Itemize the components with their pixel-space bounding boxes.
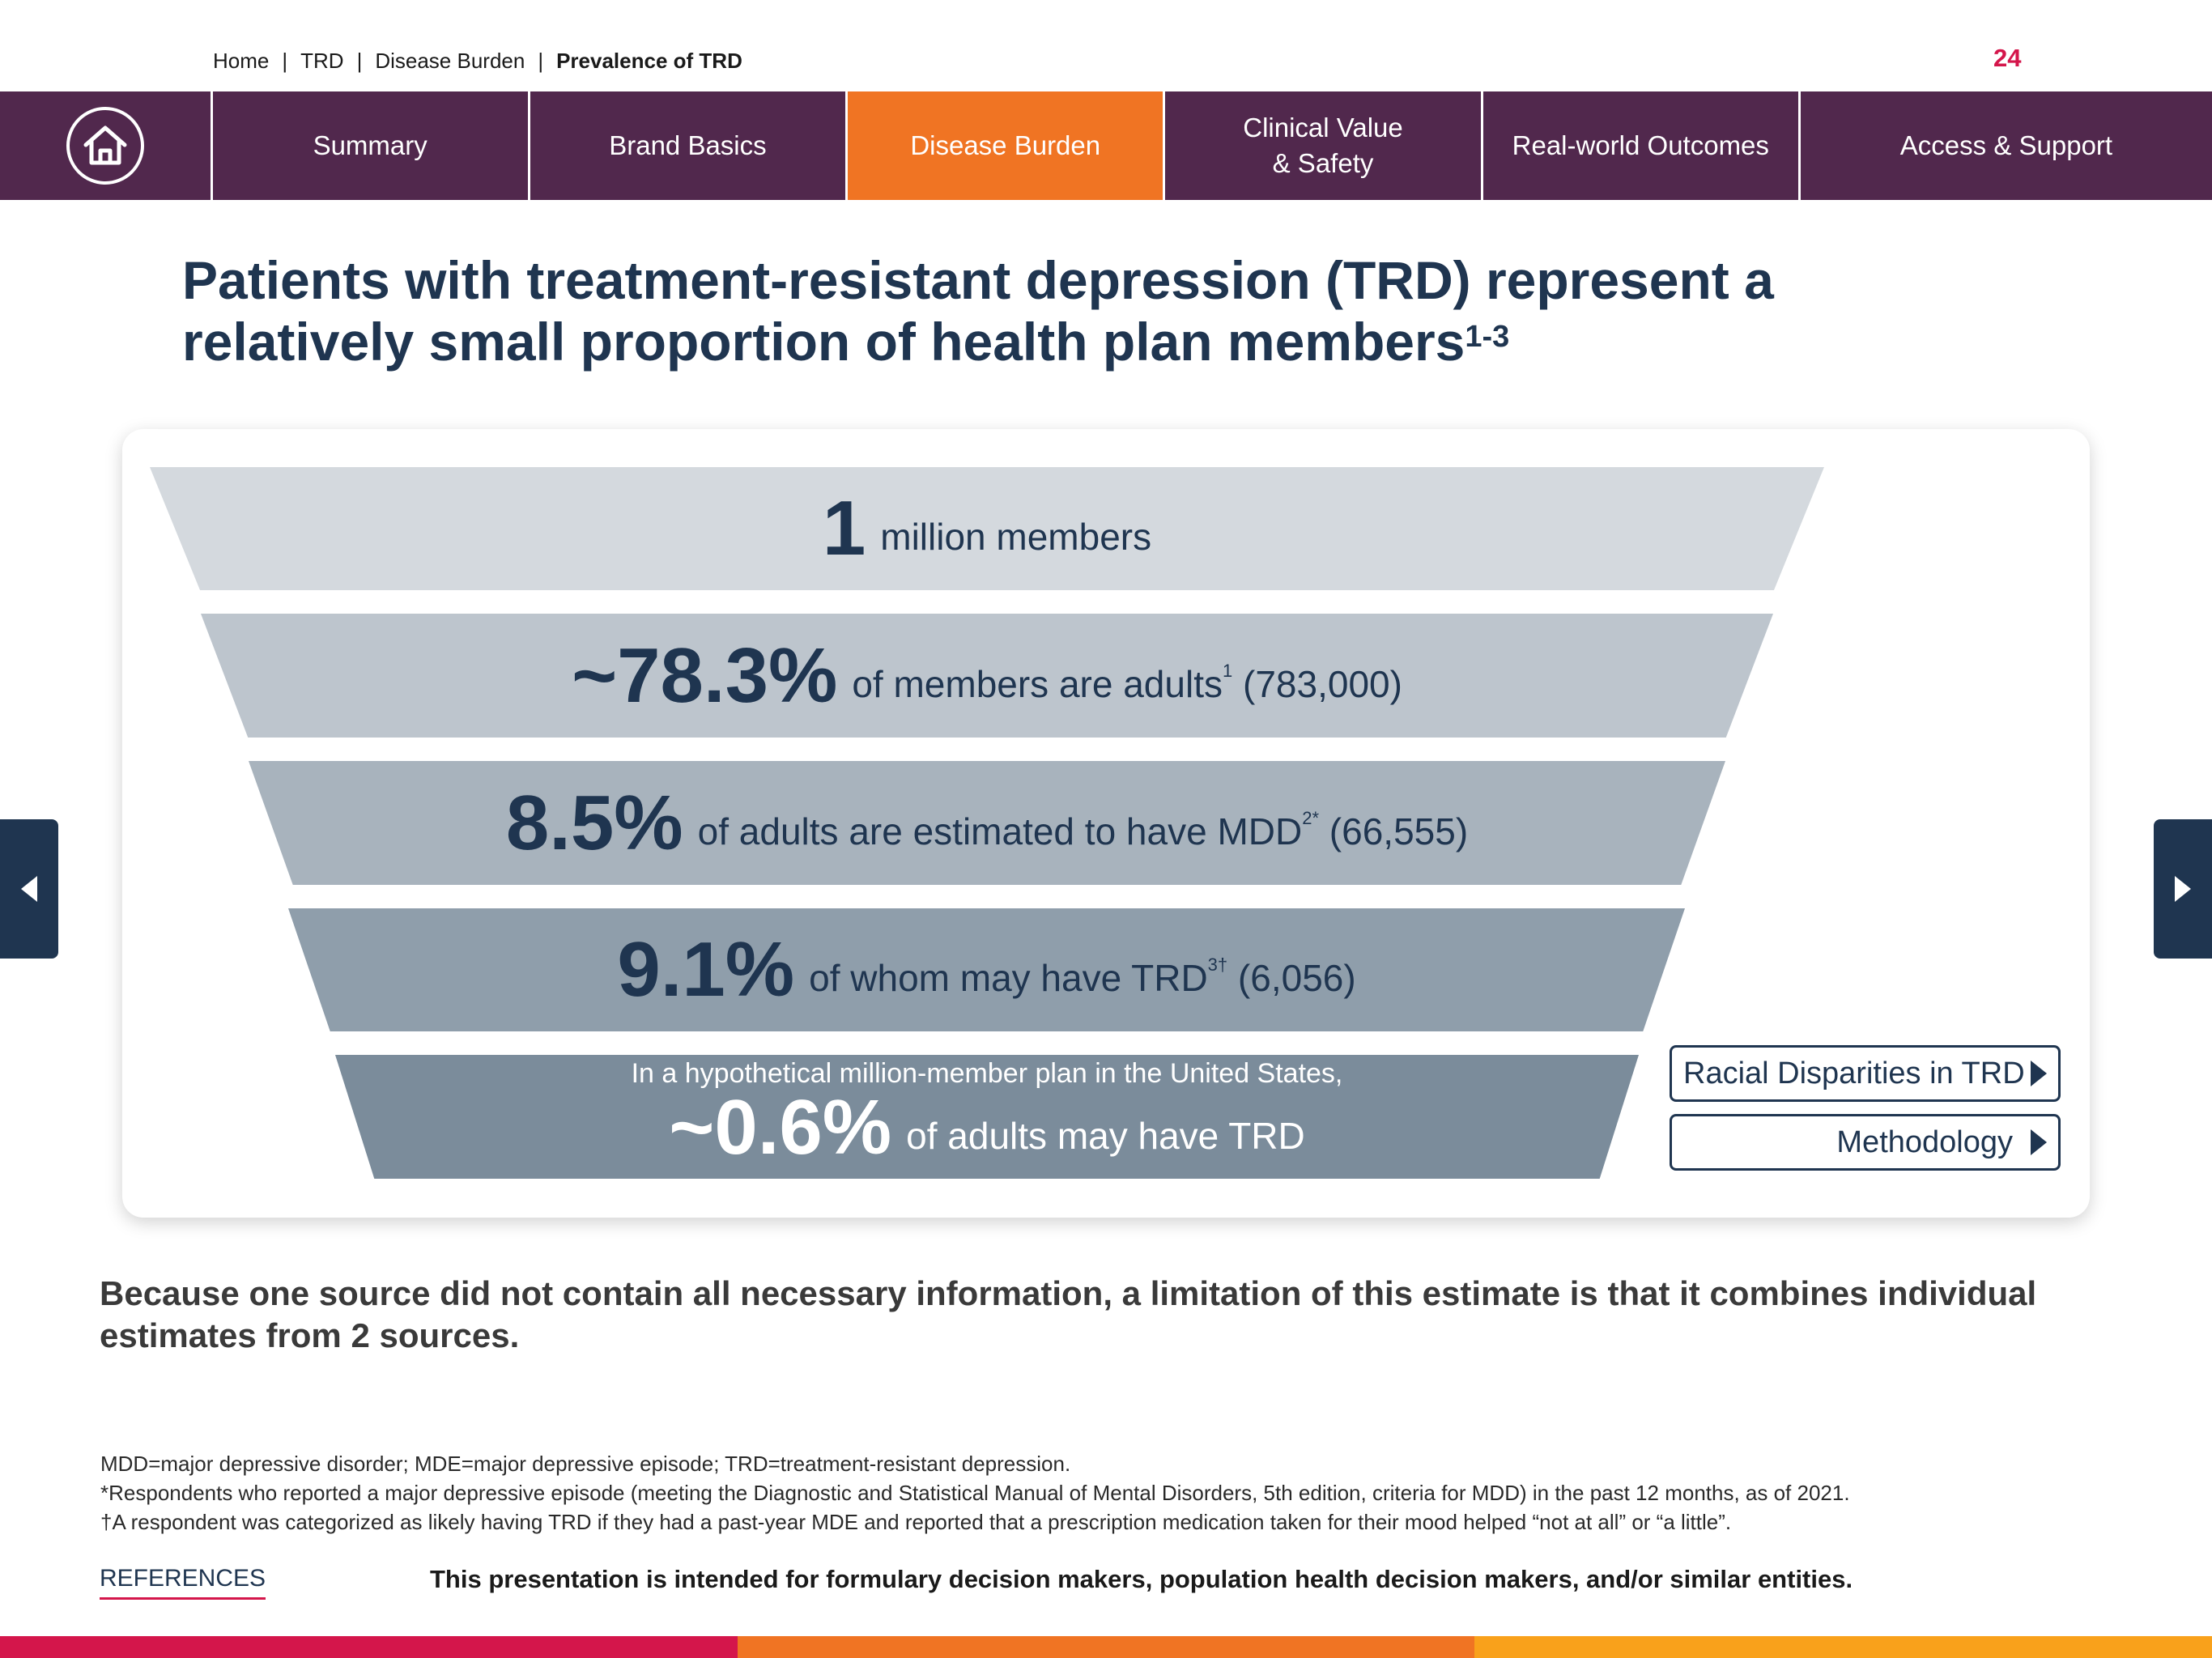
tier-value: 8.5% xyxy=(505,779,683,866)
page-number: 24 xyxy=(1993,44,2022,72)
breadcrumb-trd[interactable]: TRD xyxy=(300,49,344,73)
methodology-button[interactable]: Methodology xyxy=(1670,1114,2061,1171)
tab-brand-basics[interactable]: Brand Basics xyxy=(530,91,849,200)
breadcrumb-separator: | xyxy=(282,49,288,73)
tier-row: ~0.6% of adults may have TRD xyxy=(669,1083,1304,1172)
racial-disparities-label: Racial Disparities in TRD xyxy=(1683,1056,2025,1090)
limitation-statement: Because one source did not contain all n… xyxy=(100,1274,2037,1354)
tier-value: 9.1% xyxy=(617,926,795,1013)
main-nav: Summary Brand Basics Disease Burden Clin… xyxy=(0,91,2212,200)
bar-segment-red xyxy=(0,1636,738,1658)
play-arrow-icon xyxy=(2031,1061,2047,1086)
tier-label-text: of adults are estimated to have MDD xyxy=(697,810,1303,852)
tier-value: ~0.6% xyxy=(669,1083,892,1171)
tier-value: ~78.3% xyxy=(572,631,838,719)
tier-intro: In a hypothetical million-member plan in… xyxy=(631,1057,1343,1089)
page-title-sup: 1-3 xyxy=(1465,320,1510,354)
bar-segment-orange xyxy=(737,1636,1475,1658)
breadcrumb-separator: | xyxy=(538,49,544,73)
disclaimer: This presentation is intended for formul… xyxy=(430,1565,1853,1593)
methodology-label: Methodology xyxy=(1836,1124,2013,1159)
tier-label: of whom may have TRD3† (6,056) xyxy=(809,954,1356,1000)
page-title-text: Patients with treatment-resistant depres… xyxy=(182,250,1774,372)
tab-summary[interactable]: Summary xyxy=(213,91,530,200)
tab-label: Summary xyxy=(313,130,428,160)
tier-label-text: of whom may have TRD xyxy=(809,957,1208,999)
tab-label: Clinical Value & Safety xyxy=(1243,113,1403,178)
tier-label: million members xyxy=(880,516,1152,558)
funnel-tier-summary: In a hypothetical million-member plan in… xyxy=(335,1055,1639,1179)
tab-disease-burden[interactable]: Disease Burden xyxy=(848,91,1166,200)
tier-count: (783,000) xyxy=(1232,662,1402,705)
tab-clinical-value-safety[interactable]: Clinical Value & Safety xyxy=(1165,91,1483,200)
next-page-button[interactable] xyxy=(2154,819,2212,959)
footnotes: MDD=major depressive disorder; MDE=major… xyxy=(100,1449,1850,1537)
footnote-dagger: †A respondent was categorized as likely … xyxy=(100,1510,1732,1534)
funnel-tier-adults: ~78.3% of members are adults1 (783,000) xyxy=(201,614,1773,738)
home-icon xyxy=(66,107,144,185)
tier-label-text: of members are adults xyxy=(852,662,1223,705)
tier-sup: 2* xyxy=(1302,807,1320,828)
tab-label: Brand Basics xyxy=(609,130,767,160)
tab-label: Disease Burden xyxy=(910,130,1101,160)
breadcrumb-separator: | xyxy=(356,49,363,73)
racial-disparities-button[interactable]: Racial Disparities in TRD xyxy=(1670,1045,2061,1102)
tier-count: (6,056) xyxy=(1227,957,1356,999)
bar-segment-yellow xyxy=(1474,1636,2212,1658)
tier-count: (66,555) xyxy=(1319,810,1469,852)
breadcrumb: Home | TRD | Disease Burden | Prevalence… xyxy=(213,49,742,74)
tier-sup: 1 xyxy=(1222,660,1233,681)
tab-label: Real-world Outcomes xyxy=(1512,130,1769,160)
bottom-color-bar xyxy=(0,1636,2212,1658)
funnel-tier-trd: 9.1% of whom may have TRD3† (6,056) xyxy=(288,908,1685,1031)
breadcrumb-disease-burden[interactable]: Disease Burden xyxy=(375,49,525,73)
tier-value: 1 xyxy=(822,485,866,572)
footnote-abbreviations: MDD=major depressive disorder; MDE=major… xyxy=(100,1452,1071,1476)
tab-real-world-outcomes[interactable]: Real-world Outcomes xyxy=(1483,91,1801,200)
tab-access-support[interactable]: Access & Support xyxy=(1801,91,2212,200)
breadcrumb-current: Prevalence of TRD xyxy=(556,49,742,73)
chevron-right-icon xyxy=(2175,876,2191,902)
funnel-tier-members: 1 million members xyxy=(150,467,1824,590)
breadcrumb-home[interactable]: Home xyxy=(213,49,270,73)
references-link[interactable]: REFERENCES xyxy=(100,1565,266,1600)
play-arrow-icon xyxy=(2031,1129,2047,1155)
chevron-left-icon xyxy=(21,876,37,902)
tier-label: of members are adults1 (783,000) xyxy=(852,660,1402,706)
previous-page-button[interactable] xyxy=(0,819,58,959)
footnote-asterisk: *Respondents who reported a major depres… xyxy=(100,1481,1850,1505)
tier-sup: 3† xyxy=(1207,954,1228,975)
funnel-tier-mdd: 8.5% of adults are estimated to have MDD… xyxy=(249,761,1725,885)
tier-label: of adults may have TRD xyxy=(906,1114,1305,1157)
home-button[interactable] xyxy=(0,91,213,200)
tier-label: of adults are estimated to have MDD2* (6… xyxy=(697,807,1469,853)
page-title: Patients with treatment-resistant depres… xyxy=(182,249,2004,372)
tab-label: Access & Support xyxy=(1899,130,2113,160)
